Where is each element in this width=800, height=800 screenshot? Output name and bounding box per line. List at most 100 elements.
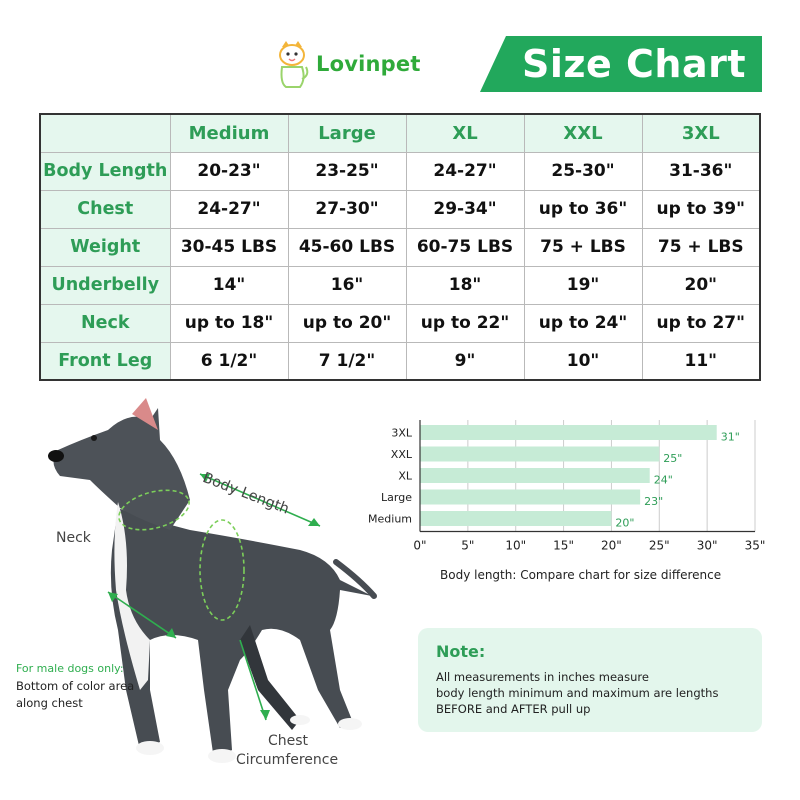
table-cell: 7 1/2" (287, 341, 407, 381)
table-cell: 9" (405, 341, 525, 381)
table-cell: 25-30" (523, 151, 643, 191)
table-cell: up to 27" (641, 303, 761, 343)
table-cell: 31-36" (641, 151, 761, 191)
male-note-title: For male dogs only: (16, 662, 124, 675)
dog-paw (136, 741, 164, 755)
table-cell: 29-34" (405, 189, 525, 229)
male-note-line: Bottom of color area (16, 679, 135, 693)
cat-logo-icon (279, 41, 309, 88)
table-cell: up to 22" (405, 303, 525, 343)
table-row: Body Length 20-23" 23-25" 24-27" 25-30" … (39, 151, 761, 191)
table-cell: 16" (287, 265, 407, 305)
table-cell: 30-45 LBS (169, 227, 289, 267)
dog-nose (48, 450, 64, 462)
table-cell: 23-25" (287, 151, 407, 191)
brand-name: Lovinpet (316, 52, 421, 76)
neck-measure-line (118, 489, 190, 531)
table-row: Chest 24-27" 27-30" 29-34" up to 36" up … (39, 189, 761, 229)
dog-tail (333, 559, 377, 599)
dog-head (53, 408, 190, 530)
neck-label: Neck (56, 530, 91, 546)
table-cell: up to 18" (169, 303, 289, 343)
column-header: 3XL (641, 113, 761, 153)
table-row: Front Leg 6 1/2" 7 1/2" 9" 10" 11" (39, 341, 761, 381)
note-line: BEFORE and AFTER pull up (436, 702, 591, 716)
chart-tick-label: 20" (601, 539, 622, 553)
table-cell: up to 36" (523, 189, 643, 229)
chest-arrowhead (260, 710, 270, 720)
chart-tick-label: 30" (697, 539, 718, 553)
chest-label: Circumference (236, 752, 339, 768)
chart-value-label: 20" (615, 517, 634, 530)
table-cell: 14" (169, 265, 289, 305)
chart-bar (420, 489, 641, 505)
body-length-arrowhead (200, 474, 210, 482)
table-row: Weight 30-45 LBS 45-60 LBS 60-75 LBS 75 … (39, 227, 761, 267)
chart-tick-label: 0" (413, 539, 426, 553)
row-header: Underbelly (39, 265, 171, 305)
chart-value-label: 23" (644, 495, 663, 508)
table-cell: 27-30" (287, 189, 407, 229)
dog-illustration (48, 398, 377, 763)
chart-bar (420, 468, 650, 483)
row-header: Front Leg (39, 341, 171, 381)
chart-value-label: 31" (721, 431, 740, 444)
table-cell: 24-27" (169, 189, 289, 229)
chart-tick-label: 35" (745, 539, 766, 553)
row-header: Body Length (39, 151, 171, 191)
title-banner: Size Chart (480, 36, 762, 92)
banner-shape (480, 36, 762, 92)
dog-body (110, 508, 372, 760)
row-header: Chest (39, 189, 171, 229)
chart-tick-label: 25" (649, 539, 670, 553)
note-title: Note: (436, 642, 486, 661)
dog-eye (91, 435, 97, 441)
note-box: Note: All measurements in inches measure… (418, 628, 762, 732)
table-row: Neck up to 18" up to 20" up to 22" up to… (39, 303, 761, 343)
dog-paw (208, 749, 236, 763)
underbelly-arrow (107, 591, 177, 639)
note-line: All measurements in inches measure (436, 670, 649, 684)
chart-bar (420, 446, 660, 462)
chart-tick-label: 10" (505, 539, 526, 553)
table-cell: 24-27" (405, 151, 525, 191)
column-header: XL (405, 113, 525, 153)
chart-value-label: 25" (663, 452, 682, 465)
chart-category-label: Large (381, 491, 412, 504)
dog-paw (338, 718, 362, 730)
column-header: XXL (523, 113, 643, 153)
dog-ear (132, 398, 158, 430)
size-table: Medium Large XL XXL 3XL Body Length 20-2… (39, 113, 761, 381)
table-cell: 60-75 LBS (405, 227, 525, 267)
chest-measure-line (199, 519, 245, 621)
chart-category-label: 3XL (391, 427, 413, 440)
table-cell: 18" (405, 265, 525, 305)
underbelly-arrowhead (166, 628, 176, 638)
table-cell: 75 + LBS (641, 227, 761, 267)
brand-logo: Lovinpet (272, 36, 422, 92)
table-cell: 20" (641, 265, 761, 305)
column-header: Medium (169, 113, 289, 153)
chart-caption: Body length: Compare chart for size diff… (440, 568, 722, 582)
chest-label: Chest (268, 733, 309, 749)
chart-value-label: 24" (654, 474, 673, 487)
note-line: body length minimum and maximum are leng… (436, 686, 719, 700)
table-cell: 6 1/2" (169, 341, 289, 381)
chart-bar (420, 425, 717, 440)
chart-category-label: XXL (391, 448, 413, 461)
column-header: Large (287, 113, 407, 153)
table-corner-cell (39, 113, 171, 153)
chart-tick-label: 15" (553, 539, 574, 553)
table-cell: up to 20" (287, 303, 407, 343)
table-cell: 11" (641, 341, 761, 381)
table-row: Underbelly 14" 16" 18" 19" 20" (39, 265, 761, 305)
page-title: Size Chart (521, 42, 746, 86)
table-cell: 45-60 LBS (287, 227, 407, 267)
table-cell: up to 24" (523, 303, 643, 343)
chart-tick-label: 5" (461, 539, 474, 553)
row-header: Neck (39, 303, 171, 343)
chart-bar (420, 511, 612, 526)
table-cell: 10" (523, 341, 643, 381)
underbelly-arrowhead (108, 592, 118, 602)
table-header-row: Medium Large XL XXL 3XL (39, 113, 761, 153)
